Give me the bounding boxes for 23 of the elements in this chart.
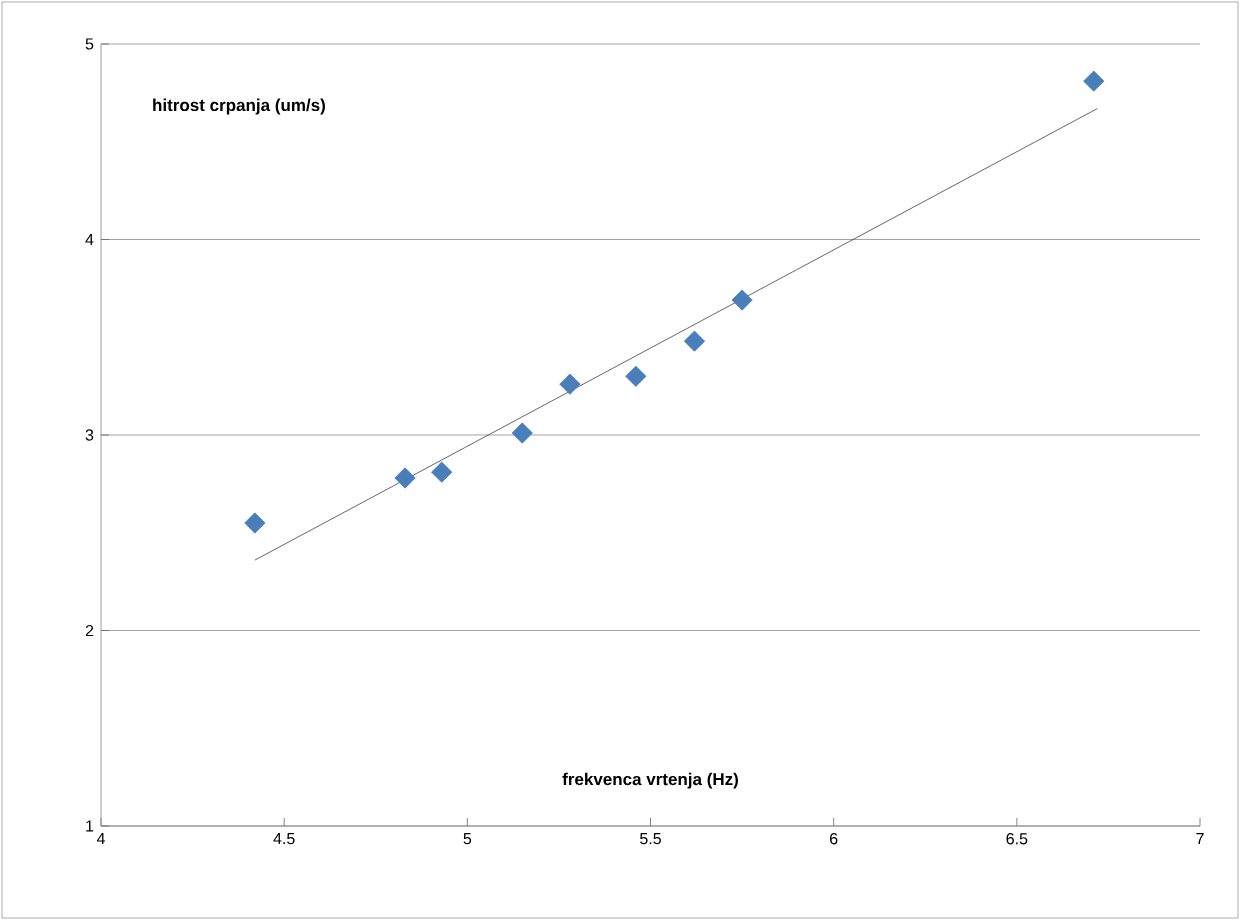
point (1083, 70, 1105, 92)
x-tick-label: 7 (1196, 833, 1204, 845)
y-axis-title: hitrost crpanja (um/s) (153, 98, 325, 115)
point (394, 467, 416, 489)
x-tick-label: 6 (830, 833, 838, 845)
point (683, 330, 706, 352)
point (431, 461, 453, 483)
x-axis-title: frekvenca vrtenja (Hz) (562, 772, 738, 789)
x-tick-label: 4.5 (273, 833, 295, 845)
point (511, 422, 533, 444)
point (731, 289, 753, 311)
y-tick-label: 1 (86, 820, 94, 832)
x-tick-label: 6.5 (1006, 833, 1028, 845)
point (559, 373, 581, 395)
y-tick-label: 2 (85, 624, 94, 637)
x-tick-label: 5 (463, 833, 472, 845)
y-tick-label: 5 (85, 38, 94, 50)
y-tick-label: 4 (85, 233, 94, 245)
point (625, 365, 647, 387)
y-tick-label: 3 (85, 429, 94, 441)
x-tick-label: 4 (96, 833, 105, 845)
x-tick-label: 5.5 (640, 833, 661, 845)
point (244, 512, 266, 534)
